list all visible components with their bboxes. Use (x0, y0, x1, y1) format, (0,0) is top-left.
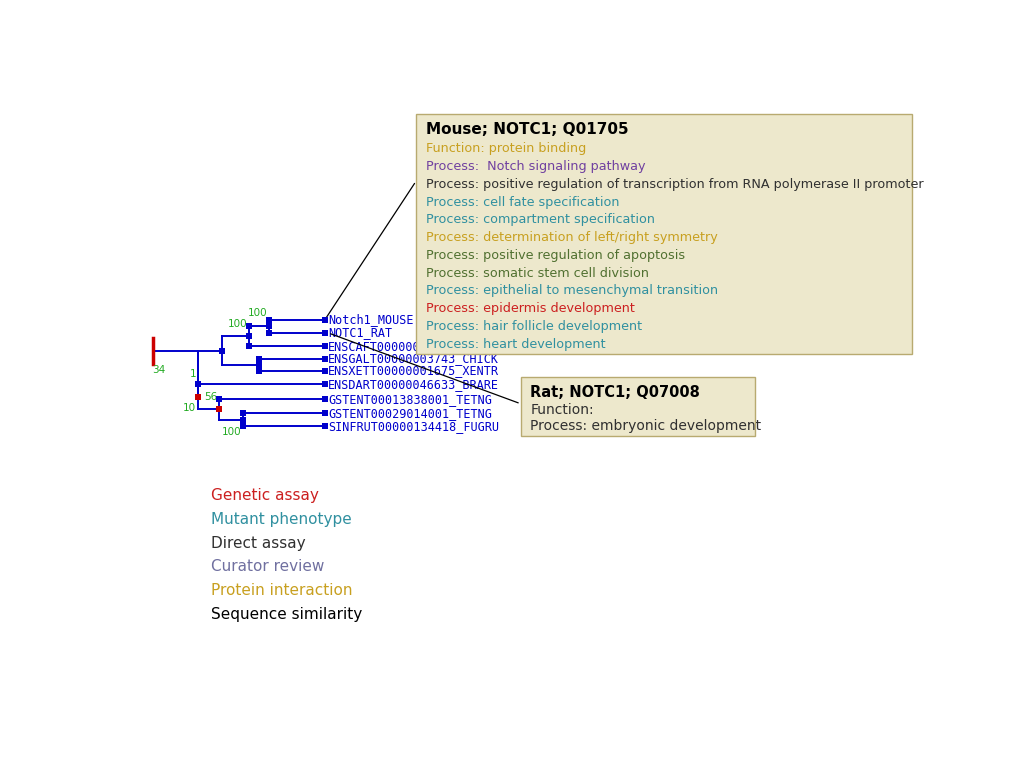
Text: 1: 1 (189, 369, 197, 379)
Text: Process: positive regulation of apoptosis: Process: positive regulation of apoptosi… (426, 249, 685, 262)
Text: 34: 34 (152, 366, 165, 376)
Text: 56: 56 (205, 392, 218, 402)
Text: Process: cell fate specification: Process: cell fate specification (426, 196, 620, 209)
Text: Genetic assay: Genetic assay (211, 488, 319, 503)
Text: Process: embryonic development: Process: embryonic development (530, 419, 762, 433)
FancyBboxPatch shape (416, 114, 912, 353)
Text: Process: epidermis development: Process: epidermis development (426, 302, 635, 315)
Text: Process: hair follicle development: Process: hair follicle development (426, 319, 642, 333)
Text: ENSGALT00000003743_CHICK: ENSGALT00000003743_CHICK (328, 353, 499, 366)
Text: Notch1_MOUSE: Notch1_MOUSE (328, 313, 414, 326)
Text: 100: 100 (222, 427, 242, 437)
Text: Curator review: Curator review (211, 559, 325, 574)
Text: Process: determination of left/right symmetry: Process: determination of left/right sym… (426, 231, 718, 244)
Text: 10: 10 (183, 402, 197, 412)
Text: ENSCAFT00000031223_CANFA: ENSCAFT00000031223_CANFA (328, 340, 499, 353)
Text: 100: 100 (227, 319, 247, 329)
Text: 100: 100 (248, 308, 267, 318)
Text: GSTENT00029014001_TETNG: GSTENT00029014001_TETNG (328, 407, 492, 420)
Text: Protein interaction: Protein interaction (211, 583, 353, 598)
Text: ENSDART00000046633_BRARE: ENSDART00000046633_BRARE (328, 378, 499, 391)
Text: Direct assay: Direct assay (211, 536, 306, 551)
Text: ENSXETT00000001675_XENTR: ENSXETT00000001675_XENTR (328, 364, 499, 377)
Text: Rat; NOTC1; Q07008: Rat; NOTC1; Q07008 (530, 385, 700, 400)
Text: Mutant phenotype: Mutant phenotype (211, 512, 352, 527)
Text: Function: protein binding: Function: protein binding (426, 142, 586, 155)
Text: GSTENT00013838001_TETNG: GSTENT00013838001_TETNG (328, 392, 492, 406)
Text: Function:: Function: (530, 403, 594, 417)
Text: SINFRUT00000134418_FUGRU: SINFRUT00000134418_FUGRU (328, 420, 499, 433)
Text: Process: heart development: Process: heart development (426, 338, 605, 350)
Text: NOTC1_RAT: NOTC1_RAT (328, 326, 392, 339)
Text: Process: compartment specification: Process: compartment specification (426, 214, 654, 227)
FancyBboxPatch shape (521, 377, 755, 436)
Text: Sequence similarity: Sequence similarity (211, 607, 362, 621)
Text: Process: epithelial to mesenchymal transition: Process: epithelial to mesenchymal trans… (426, 284, 718, 297)
Text: Process: somatic stem cell division: Process: somatic stem cell division (426, 266, 648, 280)
Text: Process:  Notch signaling pathway: Process: Notch signaling pathway (426, 161, 645, 173)
Text: Mouse; NOTC1; Q01705: Mouse; NOTC1; Q01705 (426, 121, 629, 137)
Text: Process: positive regulation of transcription from RNA polymerase II promoter: Process: positive regulation of transcri… (426, 178, 924, 191)
